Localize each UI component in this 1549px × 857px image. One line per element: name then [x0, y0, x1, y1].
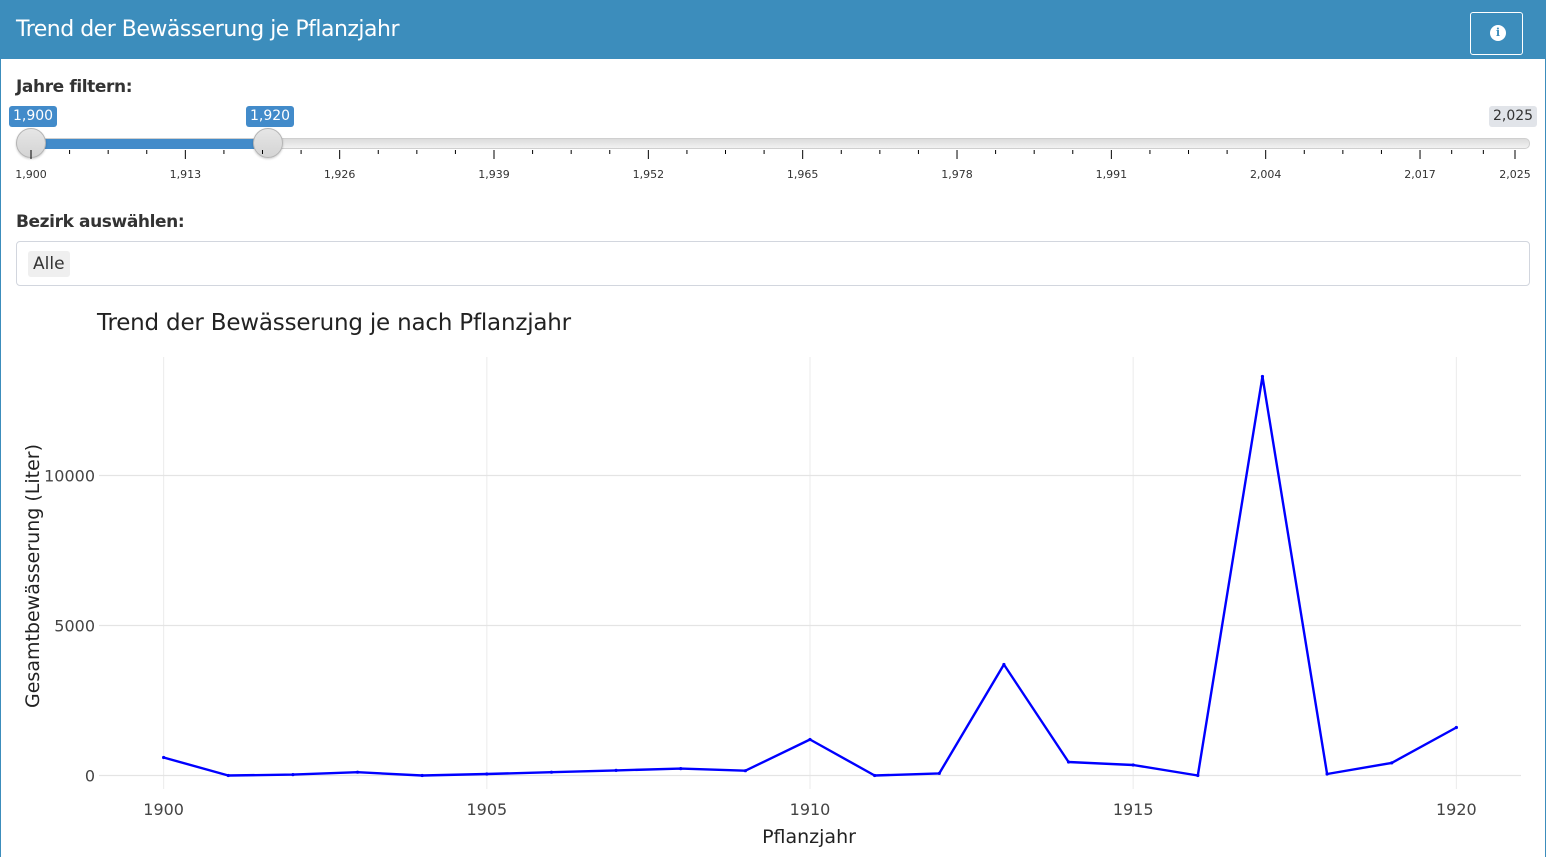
data-point: [1454, 725, 1458, 730]
x-tick-label: 1915: [1113, 800, 1154, 819]
info-button[interactable]: i: [1470, 12, 1523, 55]
info-circle-icon: i: [1490, 25, 1506, 41]
range-grid-label: 1,978: [941, 168, 973, 181]
data-point: [808, 737, 812, 742]
data-point: [1260, 374, 1265, 379]
data-point: [162, 755, 166, 760]
data-point: [614, 768, 618, 772]
x-tick-label: 1900: [143, 800, 184, 819]
range-grid-label: 1,939: [478, 168, 510, 181]
data-point: [1066, 760, 1071, 764]
range-grid-label: 1,900: [15, 168, 47, 181]
range-grid-label: 1,926: [323, 168, 356, 181]
range-grid-label: 2,017: [1404, 168, 1436, 181]
data-point: [937, 771, 941, 775]
y-tick-label: 0: [85, 767, 95, 786]
y-tick-label: 5000: [54, 617, 95, 636]
x-tick-label: 1905: [466, 800, 507, 819]
data-point: [1131, 763, 1135, 767]
chart-title: Trend der Bewässerung je nach Pflanzjahr: [97, 310, 571, 336]
range-grid-label: 2,025: [1499, 168, 1531, 181]
range-from-label: 1,900: [9, 106, 58, 127]
x-axis-title: Pflanzjahr: [762, 826, 856, 848]
district-label: Bezirk auswählen:: [16, 212, 185, 232]
range-grid-label: 1,952: [632, 168, 665, 181]
range-to-label: 1,920: [246, 106, 295, 127]
data-point: [679, 767, 683, 771]
range-grid-label: 2,004: [1249, 168, 1282, 181]
data-point: [743, 769, 747, 773]
data-point: [485, 772, 489, 776]
data-point: [1390, 761, 1394, 765]
range-handle-to[interactable]: [253, 128, 283, 158]
range-grid-label: 1,965: [786, 168, 819, 181]
y-axis-title: Gesamtbewässerung (Liter): [22, 444, 44, 708]
data-point: [226, 773, 230, 778]
year-range-selection[interactable]: [31, 139, 268, 149]
y-tick-label: 10000: [44, 467, 95, 486]
data-point: [549, 770, 554, 774]
box-header: Trend der Bewässerung je Pflanzjahr i: [1, 1, 1545, 59]
data-point: [873, 773, 877, 778]
district-select[interactable]: Alle: [16, 241, 1530, 286]
box-title: Trend der Bewässerung je Pflanzjahr: [16, 17, 400, 42]
year-filter-label: Jahre filtern:: [16, 77, 133, 97]
data-point: [1325, 772, 1329, 776]
range-grid: [30, 150, 1516, 159]
range-grid-label: 1,991: [1095, 168, 1128, 181]
x-tick-label: 1920: [1436, 800, 1477, 819]
line-chart: 1900 1905 1910 1915 1920 0 5000 10000 Pflanzjahr…: [22, 357, 1521, 848]
range-grid-label: 1,913: [169, 168, 202, 181]
data-point: [291, 773, 295, 777]
x-tick-label: 1910: [790, 800, 831, 819]
data-point: [1196, 773, 1200, 778]
range-max-label: 2,025: [1489, 106, 1538, 127]
district-selected-item[interactable]: Alle: [28, 251, 70, 277]
data-point: [420, 773, 424, 778]
data-point: [1002, 662, 1006, 667]
data-point: [355, 770, 360, 774]
